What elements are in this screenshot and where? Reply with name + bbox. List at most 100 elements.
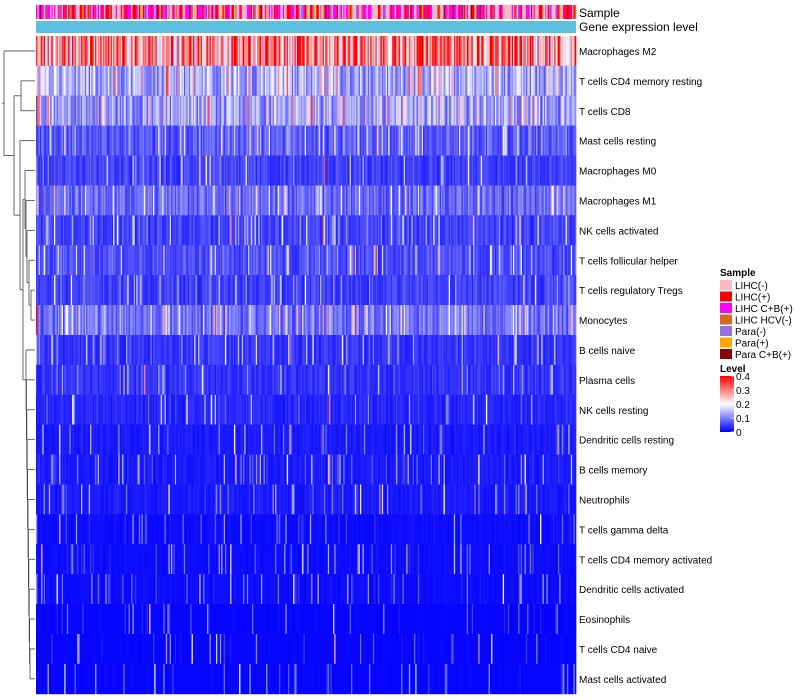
heatmap-cell: [312, 155, 315, 186]
heatmap-cell: [191, 65, 194, 97]
heatmap-cell: [135, 36, 137, 67]
heatmap-cell: [327, 335, 330, 366]
heatmap-cell: [321, 215, 324, 246]
heatmap-cell: [360, 65, 362, 97]
heatmap-cell: [493, 215, 496, 246]
heatmap-cell: [162, 245, 164, 276]
heatmap-cell: [302, 65, 304, 97]
heatmap-cell: [540, 36, 542, 67]
heatmap-cell: [115, 305, 118, 336]
heatmap-cell: [289, 125, 291, 156]
heatmap-cell: [546, 185, 549, 216]
heatmap-cell: [572, 95, 574, 126]
heatmap-cell: [126, 215, 128, 246]
heatmap-cell: [281, 275, 284, 306]
heatmap-cell: [219, 215, 222, 246]
heatmap-cell: [181, 335, 183, 366]
sample-annotation-cell: [435, 5, 438, 19]
heatmap-cell: [455, 125, 457, 156]
heatmap-cell: [99, 65, 101, 97]
heatmap-cell: [102, 65, 105, 97]
heatmap-cell: [64, 95, 66, 126]
heatmap-cell: [241, 95, 244, 126]
heatmap-cell: [255, 275, 258, 306]
sample-annotation-cell: [308, 5, 311, 19]
heatmap-cell: [456, 36, 459, 67]
heatmap-cell: [119, 335, 122, 366]
heatmap-cell: [250, 95, 253, 126]
heatmap-cell: [230, 275, 232, 306]
heatmap-cell: [513, 275, 515, 306]
heatmap-cell: [338, 125, 340, 156]
heatmap-cell: [443, 36, 446, 67]
heatmap-cell: [154, 36, 156, 67]
heatmap-cell: [167, 215, 169, 246]
heatmap-cell: [115, 125, 118, 156]
heatmap-cell: [334, 95, 336, 126]
heatmap-cell: [149, 215, 151, 246]
heatmap-cell: [416, 95, 419, 126]
heatmap-cell: [410, 185, 412, 216]
heatmap-cell: [60, 155, 63, 186]
heatmap-cell: [77, 215, 79, 246]
heatmap-cell: [129, 36, 132, 67]
heatmap-cell: [250, 305, 253, 336]
heatmap-cell: [511, 185, 514, 216]
heatmap-cell: [83, 245, 86, 276]
heatmap-cell: [253, 185, 255, 216]
heatmap-cell: [478, 36, 480, 67]
heatmap-cell: [504, 95, 506, 126]
heatmap-cell: [340, 335, 343, 366]
heatmap-cell: [64, 125, 66, 156]
heatmap-cell: [460, 36, 462, 67]
heatmap-cell: [92, 275, 95, 306]
heatmap-cell: [83, 185, 86, 216]
sample-annotation-cell: [41, 5, 43, 19]
heatmap-cell: [486, 275, 488, 306]
heatmap-cell: [167, 245, 169, 276]
heatmap-cell: [556, 95, 559, 126]
heatmap-cell: [298, 275, 300, 306]
heatmap-cell: [46, 155, 48, 186]
heatmap-cell: [61, 36, 64, 67]
heatmap-cell: [168, 185, 171, 216]
heatmap-cell: [101, 275, 104, 306]
heatmap-cell: [141, 95, 144, 126]
heatmap-cell: [298, 155, 300, 186]
heatmap-cell: [73, 155, 75, 186]
heatmap-cell: [99, 215, 101, 246]
heatmap-cell: [549, 65, 551, 97]
heatmap-cell: [140, 95, 142, 126]
heatmap-cell: [78, 305, 81, 336]
heatmap-cell: [239, 275, 241, 306]
sample-annotation-cell: [127, 5, 129, 19]
heatmap-cell: [114, 125, 117, 156]
heatmap-cell: [352, 335, 354, 366]
sample-annotation-cell: [101, 5, 104, 19]
sample-annotation-cell: [362, 5, 365, 19]
heatmap-cell: [151, 245, 154, 276]
heatmap-cell: [178, 305, 181, 336]
heatmap-cell: [205, 95, 208, 126]
heatmap-cell: [308, 335, 311, 366]
heatmap-cell: [348, 215, 351, 246]
heatmap-cell: [226, 125, 228, 156]
heatmap-cell: [36, 65, 38, 97]
heatmap-cell: [545, 245, 547, 276]
sample-annotation-cell: [42, 5, 45, 19]
heatmap-cell: [207, 305, 209, 336]
heatmap-cell: [263, 275, 266, 306]
heatmap-cell: [217, 275, 219, 306]
heatmap-cell: [509, 275, 511, 306]
sample-annotation-cell: [541, 5, 543, 19]
heatmap-cell: [48, 125, 51, 156]
heatmap-cell: [464, 275, 466, 306]
heatmap-cell: [200, 245, 203, 276]
heatmap-cell: [333, 125, 335, 156]
heatmap-cell: [325, 125, 327, 156]
heatmap-cell: [88, 215, 91, 246]
sample-annotation-cell: [66, 5, 69, 19]
heatmap-cell: [290, 65, 293, 97]
heatmap-cell: [271, 245, 273, 276]
heatmap-cell: [311, 275, 313, 306]
